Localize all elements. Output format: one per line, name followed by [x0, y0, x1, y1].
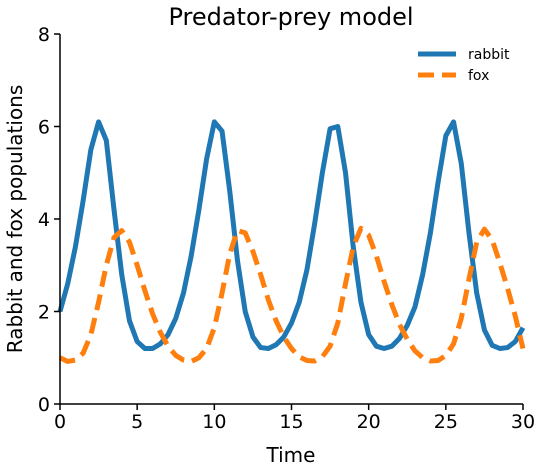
y-ticks: 0 2 4 6 8	[38, 24, 60, 416]
chart-title: Predator-prey model	[168, 3, 413, 31]
x-axis-label: Time	[266, 443, 316, 467]
y-tick-label: 8	[38, 24, 50, 46]
x-tick-label: 5	[131, 411, 143, 433]
x-tick-label: 15	[279, 411, 303, 433]
x-tick-label: 25	[434, 411, 458, 433]
x-tick-label: 0	[54, 411, 66, 433]
legend-label-rabbit: rabbit	[468, 47, 510, 63]
legend-label-fox: fox	[468, 68, 489, 84]
x-tick-label: 10	[202, 411, 226, 433]
y-tick-label: 0	[38, 394, 50, 416]
x-tick-label: 30	[511, 411, 535, 433]
x-tick-label: 20	[357, 411, 381, 433]
x-ticks: 0 5 10 15 20 25 30	[54, 404, 535, 433]
series-line-rabbit	[57, 119, 526, 351]
series-line-fox	[58, 225, 526, 364]
legend: rabbit fox	[418, 47, 510, 84]
y-tick-label: 2	[38, 302, 50, 324]
y-tick-label: 4	[38, 209, 50, 231]
y-tick-label: 6	[38, 117, 50, 139]
series-layer	[57, 119, 526, 364]
y-axis-label: Rabbit and fox populations	[3, 85, 27, 354]
